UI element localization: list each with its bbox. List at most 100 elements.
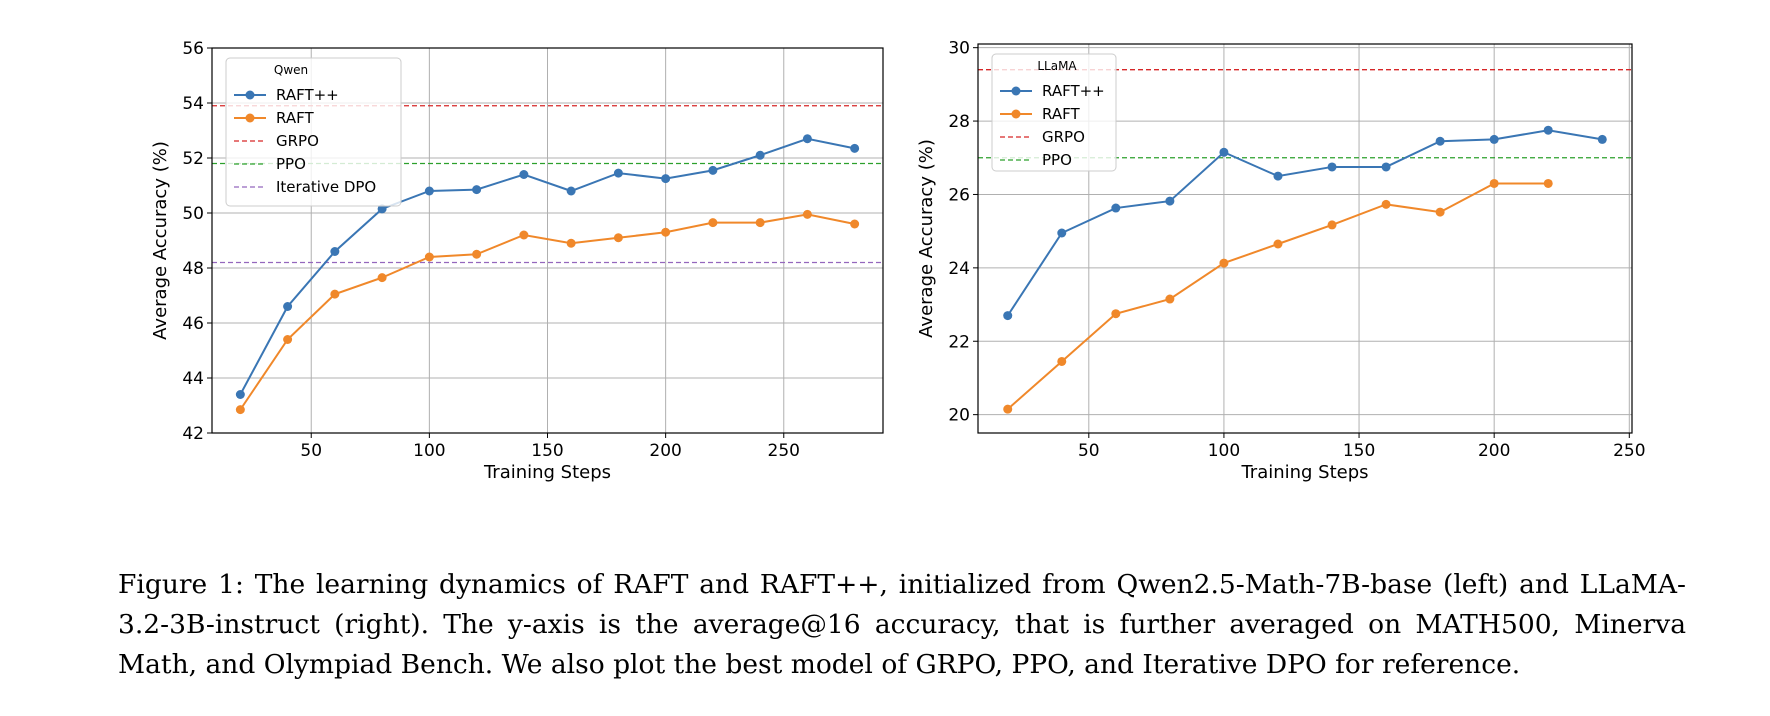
data-point-raftplusplus — [1003, 311, 1013, 321]
data-point-raftplusplus — [850, 143, 860, 153]
legend-label-raft: RAFT — [1042, 105, 1080, 123]
data-point-raftplusplus — [1597, 134, 1607, 144]
legend-box — [991, 53, 1117, 172]
data-point-raftplusplus — [330, 247, 340, 256]
data-point-raftplusplus — [1057, 228, 1067, 238]
data-point-raft — [613, 233, 623, 243]
data-point-raft — [1165, 294, 1175, 304]
data-point-raftplusplus — [755, 150, 765, 160]
legend-label-grpo: GRPO — [276, 132, 319, 150]
legend-label-raftplusplus: RAFT++ — [1042, 82, 1105, 100]
data-point-raft — [1435, 207, 1445, 217]
data-point-raft — [1057, 356, 1067, 366]
data-point-raft — [708, 218, 718, 228]
chart-panel-1: 50 100 150 200 250 42 44 46 48 50 52 54 56 Training S… — [150, 39, 884, 483]
data-point-raftplusplus — [1111, 203, 1121, 213]
data-point-raft — [424, 252, 434, 262]
y-axis-label: Average Accuracy (%) — [916, 139, 937, 338]
data-point-raftplusplus — [1435, 136, 1445, 146]
legend-label-ppo: PPO — [276, 155, 306, 173]
data-point-raftplusplus — [424, 186, 434, 196]
legend-marker-raft — [245, 113, 255, 123]
x-tick-label: 250 — [1613, 441, 1645, 461]
data-point-raft — [377, 273, 387, 283]
data-point-raft — [850, 219, 860, 229]
data-point-raftplusplus — [472, 185, 482, 195]
data-point-raftplusplus — [377, 204, 387, 214]
legend-title: Qwen — [274, 63, 308, 77]
y-tick-label: 56 — [182, 39, 204, 59]
y-tick-label: 42 — [182, 424, 204, 444]
y-tick-label: 22 — [948, 332, 970, 352]
data-point-raftplusplus — [1327, 162, 1337, 172]
legend-marker-raftplusplus — [245, 90, 255, 100]
data-point-raft — [1327, 220, 1337, 230]
legend-marker-raftplusplus — [1011, 86, 1021, 96]
data-point-raft — [802, 209, 812, 219]
x-tick-label: 250 — [768, 441, 800, 461]
x-tick-label: 200 — [1478, 441, 1510, 461]
data-point-raft — [755, 218, 765, 228]
legend: Qwen RAFT++ RAFT GRPO PPO Iterative DPO — [225, 57, 402, 207]
y-axis-label: Average Accuracy (%) — [150, 141, 171, 340]
data-point-raft — [235, 405, 245, 415]
data-point-raft — [661, 227, 671, 237]
y-tick-label: 44 — [182, 369, 204, 389]
data-point-raft — [566, 238, 576, 248]
data-point-raft — [1003, 404, 1013, 414]
x-axis-label: Training Steps — [483, 462, 611, 483]
data-point-raft — [519, 230, 529, 240]
data-point-raft — [1219, 258, 1229, 268]
plot-frame — [977, 43, 1633, 434]
data-point-raft — [472, 249, 482, 259]
x-tick-label: 200 — [649, 441, 681, 461]
data-point-raftplusplus — [1543, 125, 1553, 135]
data-point-raftplusplus — [802, 134, 812, 144]
legend-label-raft: RAFT — [276, 109, 314, 127]
y-tick-label: 26 — [948, 185, 970, 205]
chart-panel-2: 50 100 150 200 250 20 22 24 26 28 30 Training Steps… — [916, 39, 1646, 483]
data-point-raftplusplus — [1273, 171, 1283, 181]
y-tick-label: 20 — [948, 406, 970, 426]
x-tick-label: 50 — [1078, 441, 1100, 461]
data-point-raft — [330, 289, 340, 299]
legend-title: LLaMA — [1037, 59, 1077, 73]
x-tick-label: 100 — [1208, 441, 1240, 461]
x-axis-label: Training Steps — [1240, 462, 1368, 483]
legend: LLaMA RAFT++ RAFT GRPO PPO — [991, 53, 1117, 172]
data-point-raftplusplus — [235, 390, 245, 399]
x-tick-label: 150 — [531, 441, 563, 461]
data-point-raftplusplus — [1381, 162, 1391, 172]
series-line-raftplusplus — [239, 137, 855, 395]
y-tick-label: 24 — [948, 259, 970, 279]
y-tick-label: 46 — [182, 314, 204, 334]
y-tick-label: 30 — [948, 39, 970, 59]
legend-box — [225, 57, 402, 207]
x-tick-label: 100 — [413, 441, 445, 461]
data-point-raftplusplus — [519, 170, 529, 179]
data-point-raft — [1381, 199, 1391, 209]
data-point-raftplusplus — [283, 302, 293, 311]
y-tick-label: 28 — [948, 112, 970, 132]
x-tick-label: 50 — [300, 441, 322, 461]
x-tick-label: 150 — [1343, 441, 1375, 461]
data-point-raftplusplus — [1219, 147, 1229, 157]
data-point-raftplusplus — [1489, 134, 1499, 144]
y-tick-label: 52 — [182, 149, 204, 169]
figure-caption: Figure 1: The learning dynamics of RAFT … — [118, 568, 1686, 680]
data-point-raftplusplus — [613, 168, 623, 178]
legend-label-raftplusplus: RAFT++ — [276, 86, 339, 104]
legend-label-grpo: GRPO — [1042, 128, 1085, 146]
data-point-raft — [1543, 178, 1553, 188]
y-tick-label: 48 — [182, 259, 204, 279]
data-point-raftplusplus — [566, 186, 576, 196]
data-point-raftplusplus — [1165, 196, 1175, 206]
data-point-raft — [1273, 239, 1283, 249]
data-point-raftplusplus — [708, 165, 718, 175]
y-tick-label: 54 — [182, 94, 204, 114]
y-tick-label: 50 — [182, 204, 204, 224]
data-point-raft — [283, 335, 293, 344]
series-line-raftplusplus — [1006, 129, 1603, 317]
legend-label-iterative-dpo: Iterative DPO — [276, 178, 376, 196]
